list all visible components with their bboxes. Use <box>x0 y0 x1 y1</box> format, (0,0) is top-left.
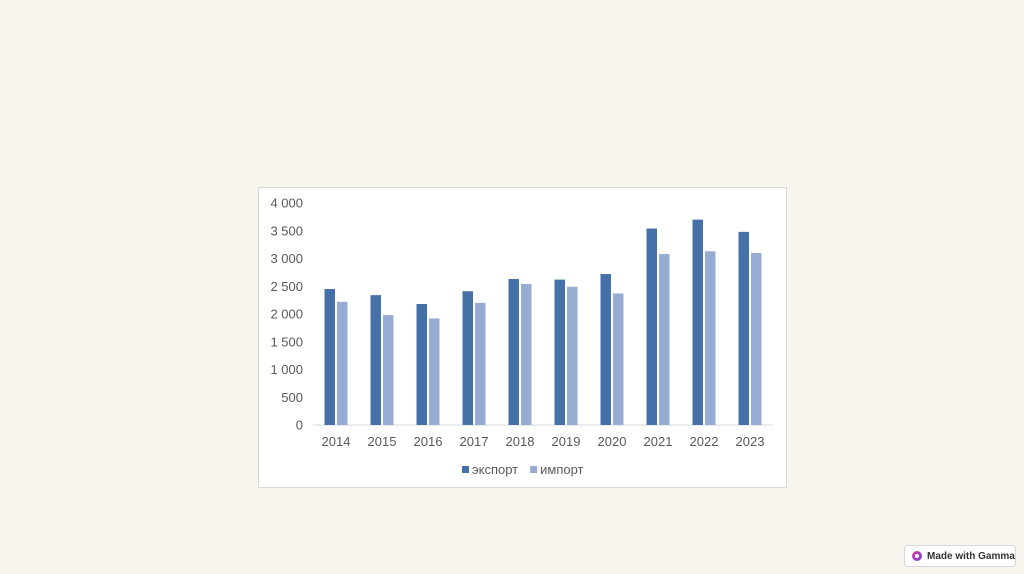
bar-import <box>337 301 348 425</box>
x-tick-label: 2018 <box>506 434 535 449</box>
y-tick-label: 4 000 <box>270 196 303 211</box>
y-tick-label: 2 500 <box>270 279 303 294</box>
bar-export <box>324 289 335 425</box>
x-tick-label: 2017 <box>460 434 489 449</box>
bar-export <box>416 304 427 425</box>
y-tick-label: 3 500 <box>270 223 303 238</box>
x-tick-label: 2019 <box>552 434 581 449</box>
bar-import <box>521 284 532 425</box>
bar-import <box>751 252 762 425</box>
bar-import <box>613 293 624 425</box>
legend-label: импорт <box>540 462 583 477</box>
bar-import <box>429 318 440 425</box>
x-tick-label: 2014 <box>322 434 351 449</box>
x-tick-label: 2020 <box>598 434 627 449</box>
bar-import <box>659 254 670 425</box>
y-tick-label: 1 500 <box>270 334 303 349</box>
x-tick-label: 2016 <box>414 434 443 449</box>
x-tick-label: 2023 <box>736 434 765 449</box>
y-tick-label: 500 <box>281 390 303 405</box>
bar-export <box>370 295 381 425</box>
y-tick-label: 3 000 <box>270 251 303 266</box>
y-tick-label: 1 000 <box>270 362 303 377</box>
bar-export <box>692 219 703 425</box>
gamma-logo-icon <box>912 551 922 561</box>
bar-import <box>475 302 486 425</box>
legend-label: экспорт <box>472 462 518 477</box>
made-with-gamma-badge[interactable]: Made with Gamma <box>904 545 1016 567</box>
bar-import <box>383 315 394 425</box>
made-with-gamma-label: Made with Gamma <box>927 550 1015 562</box>
legend-swatch <box>462 466 469 473</box>
bar-export <box>554 279 565 425</box>
y-tick-label: 0 <box>296 418 303 433</box>
x-tick-label: 2015 <box>368 434 397 449</box>
bar-chart: 0 500 1 000 1 500 2 000 2 500 3 000 3 500 4 000 2… <box>270 196 773 477</box>
bar-export <box>508 279 519 425</box>
bar-export <box>646 228 657 425</box>
chart-card: 0 500 1 000 1 500 2 000 2 500 3 000 3 500 4 000 2… <box>258 187 787 488</box>
bar-export <box>462 291 473 425</box>
bar-import <box>705 251 716 425</box>
legend-swatch <box>530 466 538 473</box>
bar-import <box>567 286 578 425</box>
x-tick-label: 2021 <box>644 434 673 449</box>
bar-export <box>600 274 611 425</box>
y-tick-label: 2 000 <box>270 307 303 322</box>
bar-export <box>738 231 749 425</box>
x-tick-label: 2022 <box>690 434 719 449</box>
